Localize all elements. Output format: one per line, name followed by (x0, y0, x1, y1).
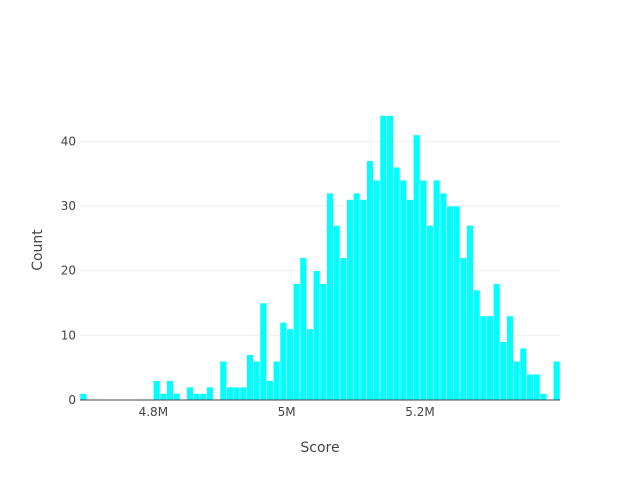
histogram-bar (353, 192, 361, 401)
histogram-bar (493, 283, 501, 401)
x-tick-label: 4.8M (139, 405, 168, 419)
histogram-bar (479, 315, 487, 401)
histogram-bar (326, 192, 334, 401)
histogram-bar (246, 354, 254, 401)
histogram-bar (339, 257, 347, 401)
histogram-bar (453, 205, 461, 401)
histogram-bar (186, 386, 194, 401)
histogram-bar (193, 393, 201, 401)
y-tick-label: 10 (61, 328, 76, 342)
histogram-bar (446, 205, 454, 401)
histogram-bar (259, 302, 267, 401)
histogram-bar (206, 386, 214, 401)
histogram-bar (173, 393, 181, 401)
histogram-bar (506, 315, 514, 401)
histogram-bar (319, 283, 327, 401)
histogram-bar (373, 179, 381, 401)
histogram-bar (253, 360, 261, 401)
histogram-bar (433, 179, 441, 401)
axes: 0 10 20 30 40 4.8M 5M 5.2M (61, 134, 560, 419)
histogram-bar (526, 373, 534, 401)
histogram-bar (386, 115, 394, 401)
histogram-bar (266, 380, 274, 401)
x-axis-title: Score (300, 440, 339, 456)
histogram-bar (79, 393, 87, 401)
histogram-bar (306, 328, 314, 401)
histogram-bar (153, 380, 161, 401)
bars (79, 115, 561, 401)
histogram-bar (279, 322, 287, 401)
histogram-bar (486, 315, 494, 401)
histogram-bar (413, 134, 421, 401)
x-tick-label: 5M (278, 405, 296, 419)
histogram-bar (553, 360, 561, 401)
histogram-bar (379, 115, 387, 401)
histogram-bar (346, 199, 354, 401)
histogram-bar (426, 225, 434, 401)
y-axis-title: Count (30, 229, 46, 271)
y-tick-label: 30 (61, 199, 76, 213)
histogram-bar (233, 386, 241, 401)
histogram-bar (239, 386, 247, 401)
histogram-bar (406, 199, 414, 401)
histogram-bar (166, 380, 174, 401)
histogram-bar (159, 393, 167, 401)
histogram-bar (499, 341, 507, 401)
histogram-bar (513, 360, 521, 401)
histogram-bar (359, 199, 367, 401)
histogram-bar (439, 192, 447, 401)
histogram-bar (399, 179, 407, 401)
histogram-bar (313, 270, 321, 401)
histogram-bar (539, 393, 547, 401)
histogram-bar (519, 348, 527, 401)
histogram-bar (533, 373, 541, 401)
histogram-bar (419, 179, 427, 401)
histogram-bar (473, 289, 481, 401)
y-tick-label: 0 (68, 393, 76, 407)
histogram-bar (219, 360, 227, 401)
x-tick-label: 5.2M (405, 405, 434, 419)
histogram-bar (466, 225, 474, 401)
histogram-bar (393, 166, 401, 401)
y-tick-label: 20 (61, 264, 76, 278)
histogram-bar (333, 225, 341, 401)
histogram-bar (199, 393, 207, 401)
histogram-bar (299, 257, 307, 401)
y-tick-label: 40 (61, 134, 76, 148)
histogram-bar (366, 160, 374, 401)
histogram-bar (286, 328, 294, 401)
histogram-bar (459, 257, 467, 401)
histogram-bar (226, 386, 234, 401)
histogram-bar (293, 283, 301, 401)
histogram-bar (273, 360, 281, 401)
